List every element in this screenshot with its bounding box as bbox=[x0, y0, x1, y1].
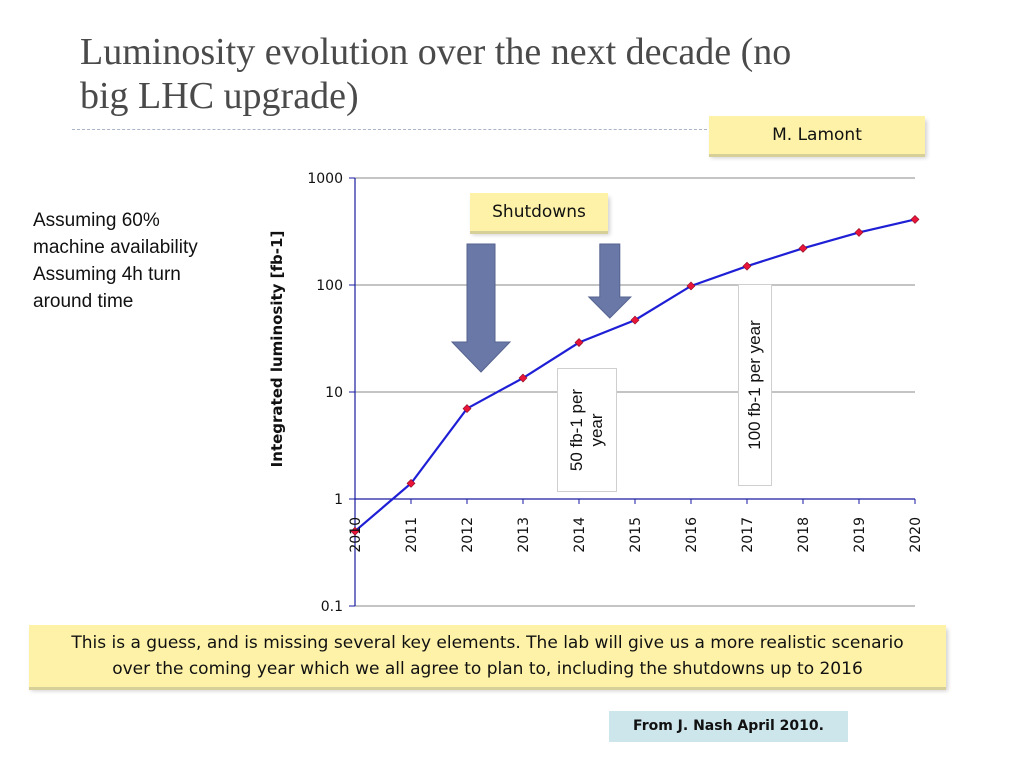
y-tick-label: 10 bbox=[325, 385, 343, 401]
assumption-line: Assuming 4h turn bbox=[33, 264, 181, 285]
x-tick-label: 2019 bbox=[852, 517, 868, 553]
data-point bbox=[630, 315, 640, 325]
x-tick-label: 2016 bbox=[684, 517, 700, 553]
y-tick-label: 1000 bbox=[307, 171, 343, 187]
x-tick-label: 2010 bbox=[348, 517, 364, 553]
rate-label-100: 100 fb-1 per year bbox=[738, 284, 772, 486]
shutdown-arrow bbox=[450, 243, 512, 373]
rate-label-100-text: 100 fb-1 per year bbox=[745, 320, 764, 450]
slide-title: Luminosity evolution over the next decad… bbox=[80, 31, 792, 117]
assumption-line: machine availability bbox=[33, 237, 198, 258]
footer-line: This is a guess, and is missing several … bbox=[71, 633, 904, 653]
y-axis-title: Integrated luminosity [fb-1] bbox=[268, 231, 286, 468]
data-point bbox=[462, 404, 472, 413]
series-line bbox=[354, 218, 916, 533]
y-tick-label: 100 bbox=[316, 278, 343, 294]
data-point bbox=[518, 373, 528, 383]
data-point bbox=[686, 281, 696, 291]
title-divider bbox=[72, 129, 712, 130]
author-note: M. Lamont bbox=[709, 116, 925, 154]
assumption-line: Assuming 60% bbox=[33, 210, 160, 231]
footer-note: This is a guess, and is missing several … bbox=[29, 625, 946, 687]
y-tick-label: 0.1 bbox=[321, 599, 343, 615]
data-point bbox=[350, 526, 360, 536]
x-tick-label: 2017 bbox=[740, 517, 756, 553]
rate-label-50-text: 50 fb-1 per year bbox=[567, 388, 606, 472]
footer-line: over the coming year which we all agree … bbox=[112, 659, 863, 679]
data-point bbox=[798, 243, 808, 253]
shutdowns-callout: Shutdowns bbox=[470, 193, 608, 231]
x-tick-label: 2018 bbox=[796, 517, 812, 553]
x-tick-label: 2011 bbox=[404, 517, 420, 553]
rate-label-50: 50 fb-1 per year bbox=[557, 368, 617, 492]
assumptions-text: Assuming 60% machine availability Assumi… bbox=[33, 207, 263, 315]
x-tick-label: 2014 bbox=[572, 517, 588, 553]
y-tick-label: 1 bbox=[334, 492, 343, 508]
data-point bbox=[742, 261, 752, 271]
x-tick-label: 2012 bbox=[460, 517, 476, 553]
assumption-line: around time bbox=[33, 291, 134, 312]
data-point bbox=[854, 228, 864, 237]
shutdown-arrow bbox=[587, 243, 633, 319]
x-tick-label: 2020 bbox=[908, 517, 924, 553]
data-point bbox=[406, 478, 416, 488]
source-credit: From J. Nash April 2010. bbox=[609, 711, 848, 742]
data-point bbox=[910, 215, 920, 224]
x-tick-label: 2015 bbox=[628, 517, 644, 553]
x-tick-label: 2013 bbox=[516, 517, 532, 553]
data-point bbox=[574, 338, 584, 347]
